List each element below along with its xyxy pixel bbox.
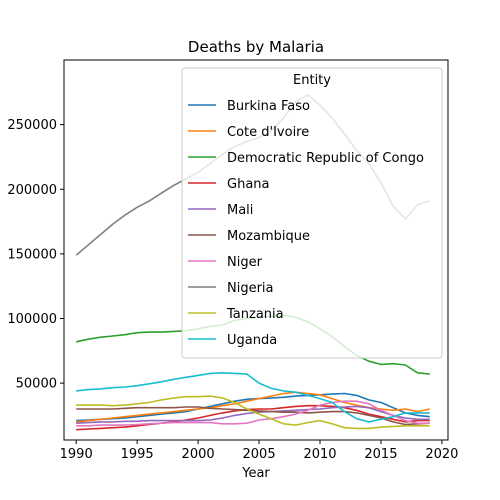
legend-label-9: Uganda (227, 333, 277, 348)
y-tick-label: 200000 (7, 183, 57, 198)
legend-label-8: Tanzania (226, 307, 284, 322)
chart-title: Deaths by Malaria (188, 38, 324, 56)
series-line-3 (76, 404, 430, 431)
y-tick-label: 250000 (7, 118, 57, 133)
x-tick-label: 1990 (60, 447, 93, 462)
legend-box (181, 67, 443, 359)
series-line-9 (76, 371, 430, 423)
legend-title: Entity (293, 73, 331, 88)
x-tick-label: 2015 (364, 447, 397, 462)
legend: Entity Burkina Faso Cote d'Ivoire Democrati… (181, 67, 443, 359)
plot-frame (63, 59, 449, 441)
y-tick-label: 150000 (7, 247, 57, 262)
legend-label-3: Ghana (227, 177, 270, 192)
series-line-8 (76, 395, 430, 430)
x-tick-label: 2010 (303, 447, 336, 462)
legend-label-2: Democratic Republic of Congo (227, 151, 424, 166)
x-tick-label: 2005 (243, 447, 276, 462)
series-line-6 (76, 400, 430, 427)
legend-label-6: Niger (227, 255, 263, 270)
x-tick-label: 2020 (425, 447, 458, 462)
x-tick-label: 1995 (121, 447, 154, 462)
x-tick-label: 2000 (182, 447, 215, 462)
x-axis: 1990 1995 2000 2005 2010 2015 2020 (60, 440, 458, 462)
y-tick-label: 100000 (7, 312, 57, 327)
y-tick-label: 50000 (16, 377, 57, 392)
legend-label-0: Burkina Faso (227, 99, 310, 114)
x-axis-title: Year (241, 466, 270, 481)
legend-label-1: Cote d'Ivoire (227, 125, 309, 140)
legend-label-4: Mali (227, 203, 253, 218)
series-line-0 (76, 392, 430, 422)
legend-label-5: Mozambique (227, 229, 310, 244)
series-line-4 (76, 405, 430, 424)
legend-label-7: Nigeria (227, 281, 274, 296)
series-line-5 (76, 406, 430, 426)
y-axis: 50000 100000 150000 200000 250000 (7, 118, 64, 392)
